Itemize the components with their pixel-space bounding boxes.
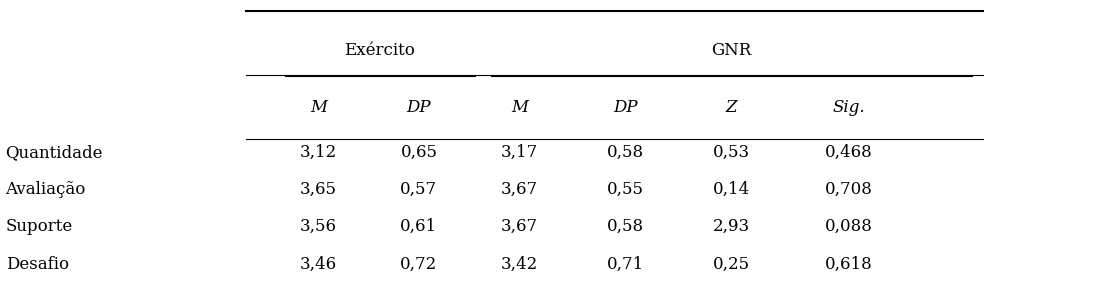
Text: Exército: Exército [344, 42, 416, 59]
Text: Quantidade: Quantidade [6, 144, 103, 161]
Text: 0,53: 0,53 [713, 144, 751, 161]
Text: 3,67: 3,67 [500, 218, 538, 235]
Text: Avaliação: Avaliação [6, 181, 86, 198]
Text: 0,25: 0,25 [713, 256, 751, 273]
Text: 3,12: 3,12 [299, 144, 337, 161]
Text: 2,93: 2,93 [713, 218, 751, 235]
Text: 3,46: 3,46 [299, 256, 337, 273]
Text: 0,72: 0,72 [400, 256, 438, 273]
Text: DP: DP [613, 99, 638, 116]
Text: 3,17: 3,17 [500, 144, 538, 161]
Text: 0,71: 0,71 [607, 256, 645, 273]
Text: 0,55: 0,55 [607, 181, 645, 198]
Text: 3,42: 3,42 [500, 256, 538, 273]
Text: 0,57: 0,57 [400, 181, 438, 198]
Text: 0,58: 0,58 [607, 218, 645, 235]
Text: 3,56: 3,56 [299, 218, 337, 235]
Text: Suporte: Suporte [6, 218, 73, 235]
Text: Desafio: Desafio [6, 256, 69, 273]
Text: 0,58: 0,58 [607, 144, 645, 161]
Text: 0,468: 0,468 [825, 144, 872, 161]
Text: Sig.: Sig. [832, 99, 866, 116]
Text: 0,61: 0,61 [400, 218, 438, 235]
Text: 0,618: 0,618 [825, 256, 872, 273]
Text: Z: Z [726, 99, 737, 116]
Text: 0,088: 0,088 [825, 218, 872, 235]
Text: M: M [510, 99, 528, 116]
Text: M: M [309, 99, 327, 116]
Text: 0,708: 0,708 [825, 181, 872, 198]
Text: 3,67: 3,67 [500, 181, 538, 198]
Text: 0,14: 0,14 [713, 181, 751, 198]
Text: 0,65: 0,65 [400, 144, 438, 161]
Text: GNR: GNR [712, 42, 752, 59]
Text: 3,65: 3,65 [299, 181, 337, 198]
Text: DP: DP [407, 99, 431, 116]
